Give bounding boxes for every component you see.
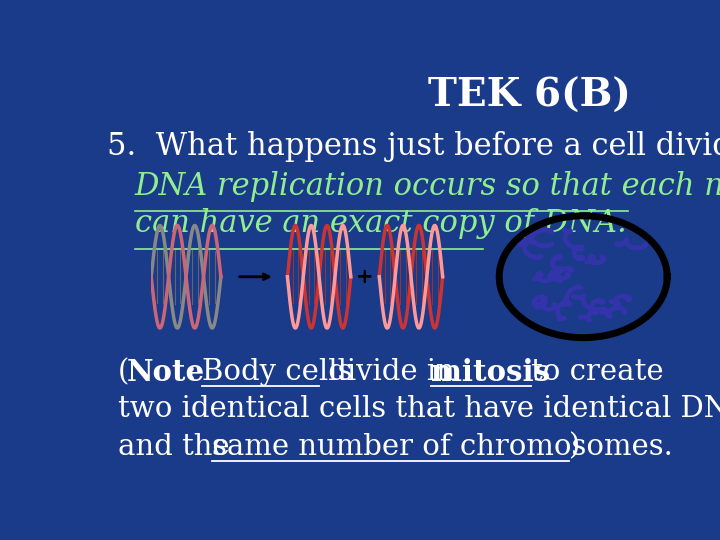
Text: mitosis: mitosis <box>431 358 560 387</box>
Text: to create: to create <box>531 358 664 386</box>
Text: :: : <box>187 358 206 386</box>
Text: DNA replication occurs so that each new cell: DNA replication occurs so that each new … <box>135 171 720 202</box>
Text: same number of chromosomes.: same number of chromosomes. <box>212 433 672 461</box>
Text: Body cells: Body cells <box>202 358 353 386</box>
Text: (: ( <box>118 358 130 386</box>
Text: ): ) <box>569 433 580 461</box>
Text: 5.  What happens just before a cell divides?: 5. What happens just before a cell divid… <box>107 131 720 163</box>
Text: divide in: divide in <box>319 358 464 386</box>
Text: can have an exact copy of DNA.: can have an exact copy of DNA. <box>135 208 626 239</box>
Text: two identical cells that have identical DNA: two identical cells that have identical … <box>118 395 720 423</box>
Text: and the: and the <box>118 433 239 461</box>
Text: +: + <box>356 267 374 287</box>
Text: TEK 6(B): TEK 6(B) <box>428 77 631 115</box>
Text: Note: Note <box>127 358 205 387</box>
